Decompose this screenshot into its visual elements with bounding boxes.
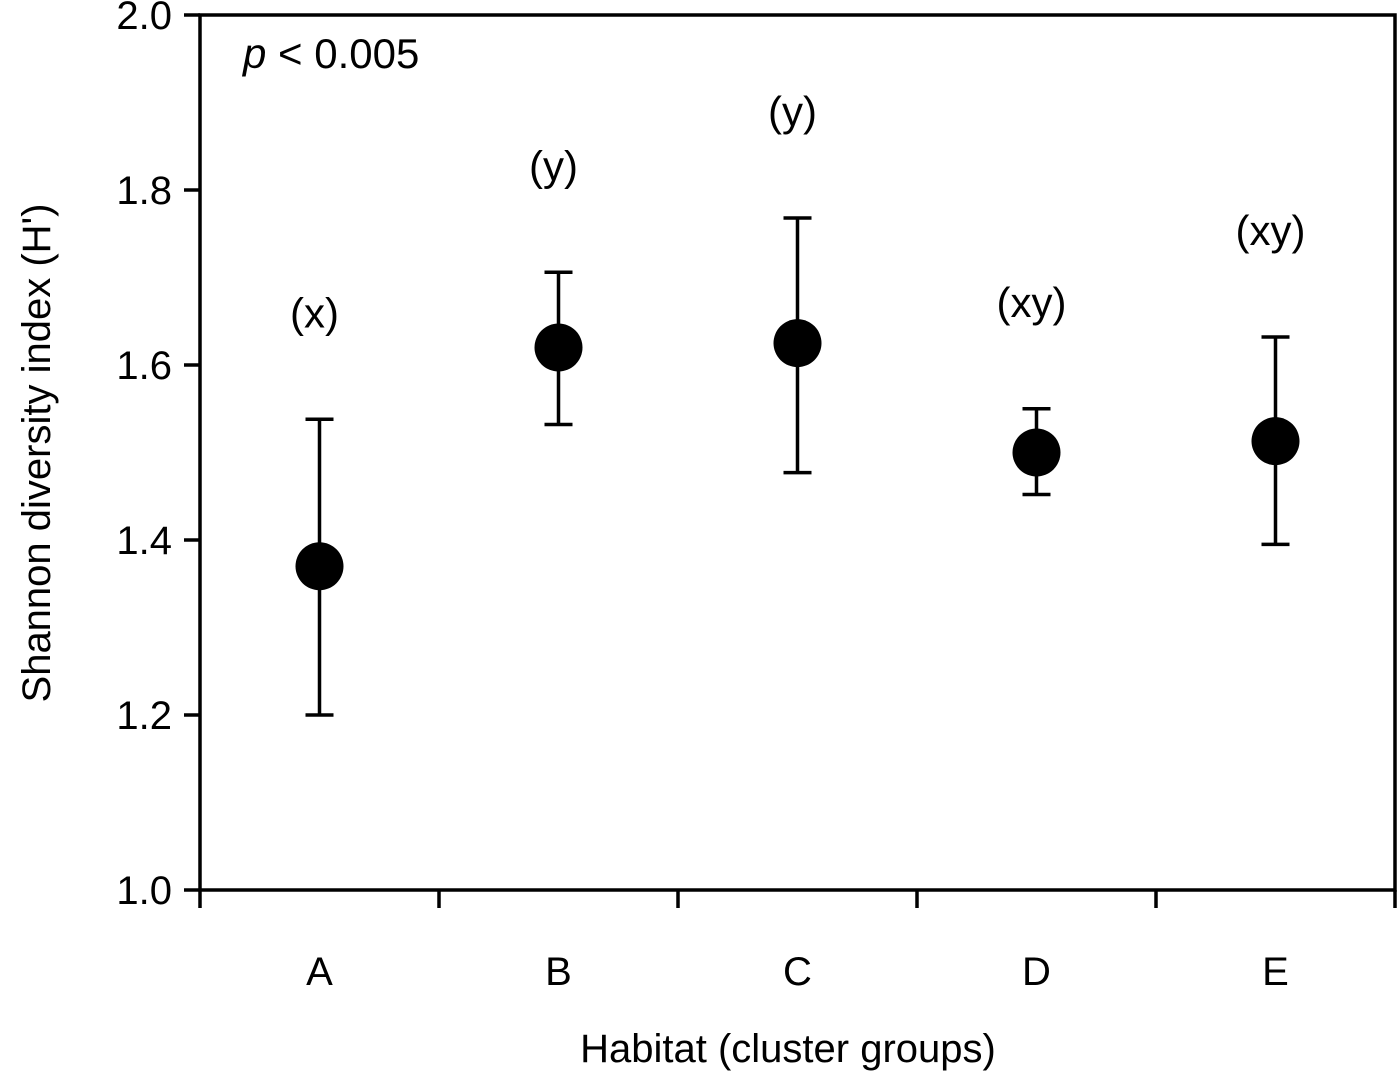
x-category-label: E (1262, 950, 1289, 994)
x-category-label: A (306, 950, 333, 994)
x-category-label: C (783, 950, 812, 994)
x-category-label: D (1022, 950, 1051, 994)
y-tick-label: 2.0 (116, 0, 172, 38)
data-point (534, 323, 583, 372)
data-point (1251, 417, 1300, 466)
significance-group-label: (y) (768, 88, 817, 135)
significance-group-label: (x) (290, 289, 339, 336)
significance-group-label: (xy) (997, 279, 1067, 326)
p-value-text: < 0.005 (266, 30, 419, 77)
p-value-annotation: p < 0.005 (241, 30, 419, 77)
y-tick-label: 1.0 (116, 869, 172, 913)
y-axis-title: Shannon diversity index (H') (15, 204, 59, 703)
data-point (773, 319, 822, 368)
data-point (1012, 428, 1061, 477)
chart-marks: 1.0 1.2 1.4 1.6 1.8 2.0 A B C D E (x) (y) (y) (xy) (xy) (116, 0, 1397, 994)
x-category-label: B (545, 950, 572, 994)
significance-group-label: (xy) (1236, 207, 1306, 254)
significance-group-label: (y) (529, 142, 578, 189)
data-point (295, 542, 344, 591)
plot-frame (198, 13, 1397, 892)
y-tick-label: 1.8 (116, 169, 172, 213)
x-axis-title: Habitat (cluster groups) (580, 1027, 996, 1071)
y-tick-label: 1.6 (116, 344, 172, 388)
y-tick-label: 1.2 (116, 694, 172, 738)
y-tick-label: 1.4 (116, 519, 172, 563)
p-value-symbol: p (241, 30, 266, 77)
